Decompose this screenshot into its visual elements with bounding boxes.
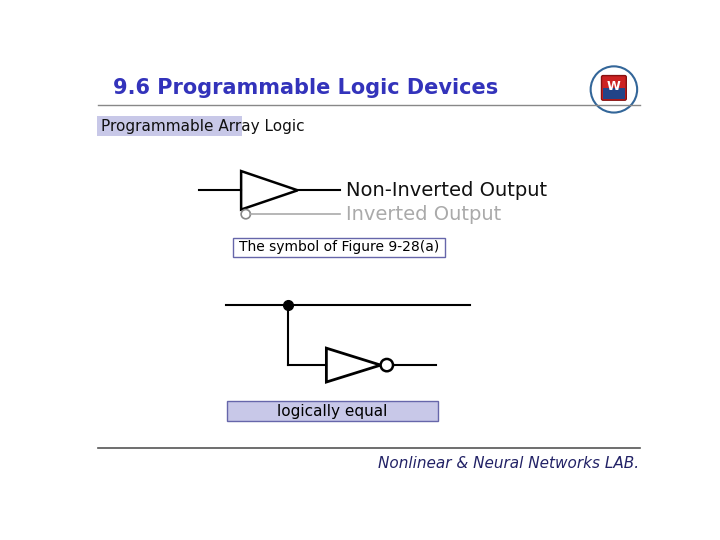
FancyBboxPatch shape	[228, 401, 438, 421]
Text: Nonlinear & Neural Networks LAB.: Nonlinear & Neural Networks LAB.	[377, 456, 639, 471]
FancyBboxPatch shape	[601, 76, 626, 100]
Text: W: W	[607, 80, 621, 93]
Text: The symbol of Figure 9-28(a): The symbol of Figure 9-28(a)	[238, 240, 439, 254]
FancyBboxPatch shape	[233, 238, 445, 256]
FancyBboxPatch shape	[97, 117, 242, 137]
Text: Programmable Array Logic: Programmable Array Logic	[101, 119, 305, 134]
Text: 9.6 Programmable Logic Devices: 9.6 Programmable Logic Devices	[113, 78, 498, 98]
Text: logically equal: logically equal	[277, 404, 388, 419]
Text: Non-Inverted Output: Non-Inverted Output	[346, 181, 547, 200]
FancyBboxPatch shape	[603, 88, 625, 99]
Text: Inverted Output: Inverted Output	[346, 205, 501, 224]
